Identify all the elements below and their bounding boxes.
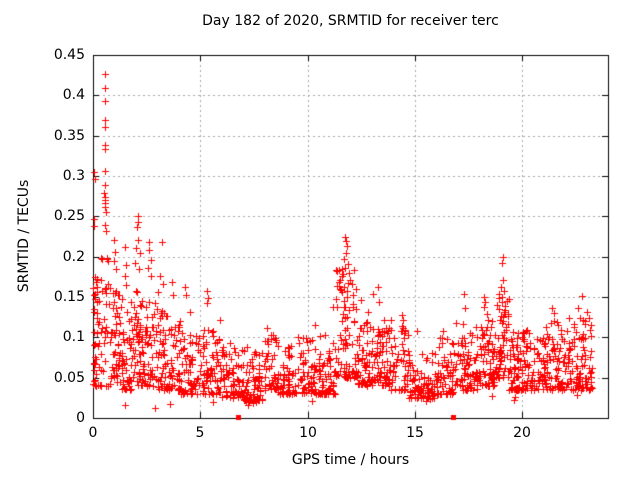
y-tick-label: 0.05 [53,370,85,386]
x-axis-title: GPS time / hours [291,452,410,468]
y-tick-label: 0 [76,410,85,426]
x-tick-label: 5 [195,425,205,441]
y-tick-label: 0.15 [53,289,85,305]
y-axis-title: SRMTID / TECUs [16,179,32,293]
x-tick-label: 20 [513,425,531,441]
y-tick-label: 0.35 [53,128,85,144]
y-tick-label: 0.3 [62,168,85,184]
y-tick-label: 0.2 [62,249,85,265]
x-tick-label: 15 [406,425,424,441]
x-tick-label: 10 [299,425,317,441]
y-tick-label: 0.25 [53,208,85,224]
y-tick-label: 0.4 [62,87,85,103]
y-tick-label: 0.1 [62,329,85,345]
chart-title: Day 182 of 2020, SRMTID for receiver ter… [202,13,499,29]
x-tick-label: 0 [88,425,98,441]
y-tick-label: 0.45 [53,47,85,63]
